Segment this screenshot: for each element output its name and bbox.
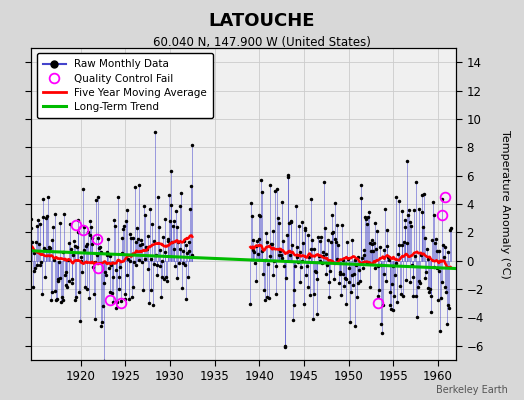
Y-axis label: Temperature Anomaly (°C): Temperature Anomaly (°C) [500,130,510,278]
Text: Berkeley Earth: Berkeley Earth [436,385,508,395]
Legend: Raw Monthly Data, Quality Control Fail, Five Year Moving Average, Long-Term Tren: Raw Monthly Data, Quality Control Fail, … [37,53,213,118]
Text: 60.040 N, 147.900 W (United States): 60.040 N, 147.900 W (United States) [153,36,371,49]
Text: LATOUCHE: LATOUCHE [209,12,315,30]
